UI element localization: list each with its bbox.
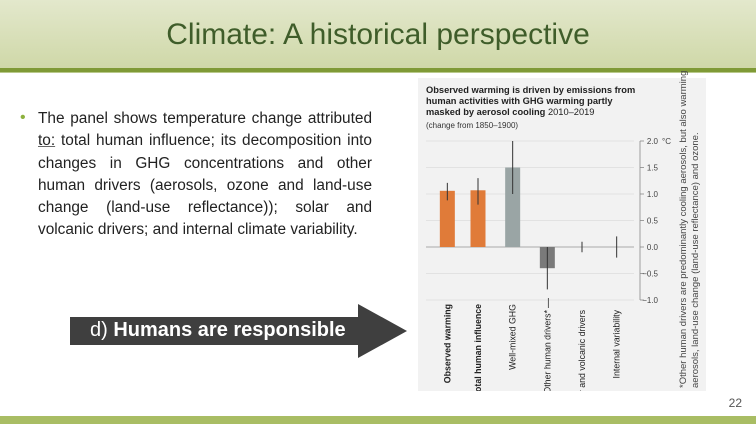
- callout-text: d) Humans are responsible: [90, 319, 346, 342]
- callout-label: Humans are responsible: [113, 319, 346, 341]
- bullet-underlined-word: to:: [38, 132, 56, 150]
- figure-title-bold: Observed warming is driven by emissions …: [426, 85, 636, 117]
- y-tick-label: 0.0: [647, 243, 659, 252]
- figure-subtitle: (change from 1850–1900): [426, 121, 519, 130]
- y-tick-label: −1.0: [642, 296, 658, 305]
- category-label: Solar and volcanic drivers: [577, 309, 587, 391]
- page-number: 22: [728, 396, 742, 410]
- bullet-text-after: total human influence; its decomposition…: [38, 132, 372, 239]
- attribution-figure: Observed warming is driven by emissions …: [418, 78, 706, 391]
- footer-bar: [0, 416, 756, 424]
- y-tick-label: 1.5: [647, 164, 659, 173]
- figure-footnote: *Other human drivers are predominantly c…: [678, 70, 701, 388]
- bullet-paragraph: • The panel shows temperature change att…: [20, 108, 372, 242]
- callout-prefix: d): [90, 319, 114, 341]
- title-divider-thin: [0, 72, 756, 73]
- bar: [470, 190, 486, 247]
- bar: [505, 167, 521, 247]
- category-label: Internal variability: [612, 309, 622, 378]
- y-tick-label: −0.5: [642, 270, 658, 279]
- slide-title: Climate: A historical perspective: [166, 18, 590, 51]
- bar: [439, 190, 455, 247]
- y-tick-label: 2.0: [647, 137, 659, 146]
- slide-header: Climate: A historical perspective: [0, 0, 756, 68]
- figure-title-period: 2010–2019: [545, 107, 595, 117]
- category-label: Well-mixed GHG: [508, 304, 518, 370]
- title-divider: [0, 68, 756, 72]
- bar-chart: 2.0 1.5 1.0 0.5 0.0 −0.5 −1.0 °C Observed warmin…: [426, 137, 671, 391]
- callout-arrow-icon: [70, 304, 407, 358]
- category-label: Total human influence: [473, 304, 483, 391]
- bullet-text-before: The panel shows temperature change attri…: [38, 110, 372, 127]
- bullet-dot-icon: •: [20, 109, 26, 126]
- y-tick-label: 1.0: [647, 190, 659, 199]
- y-unit-label: °C: [662, 137, 671, 146]
- y-tick-label: 0.5: [647, 217, 659, 226]
- category-label: Observed warming: [442, 304, 452, 383]
- figure-title: Observed warming is driven by emissions …: [426, 85, 641, 118]
- category-label: Other human drivers*: [542, 309, 552, 391]
